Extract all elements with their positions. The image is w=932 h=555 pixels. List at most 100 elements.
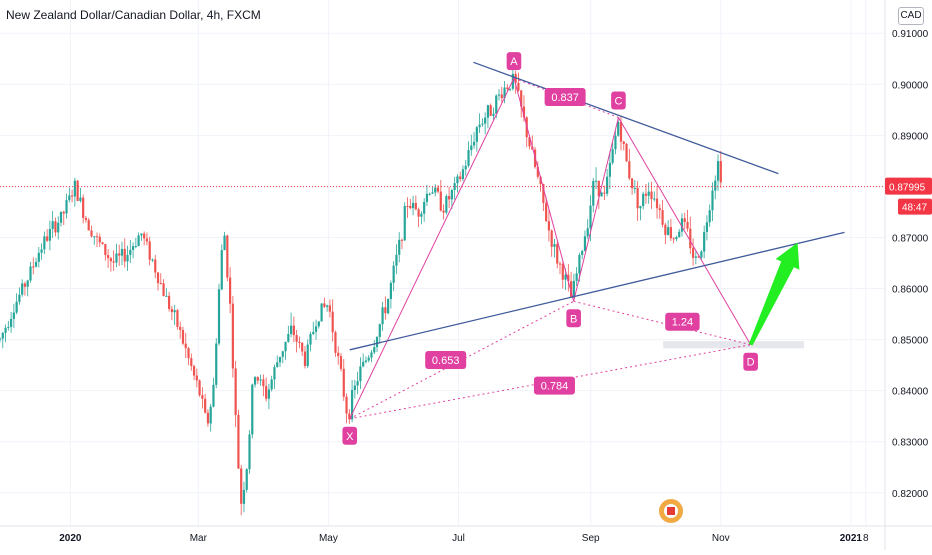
candle-body (528, 137, 531, 147)
candle-body (719, 161, 722, 183)
time-tick-label: Mar (190, 533, 208, 544)
candle-body (506, 87, 509, 89)
candle-body (472, 141, 476, 146)
price-axis[interactable]: 0.910000.900000.890000.880000.870000.860… (884, 0, 932, 550)
candle-body (251, 384, 254, 435)
candle-body (267, 389, 271, 399)
logo-flag (667, 507, 675, 515)
time-tick-label: 2020 (59, 533, 82, 544)
candle-body (179, 326, 182, 330)
last-price-tag (885, 177, 932, 195)
candle-body (375, 336, 379, 348)
candle-body (522, 106, 526, 118)
candle-body (691, 248, 695, 258)
candle-body (678, 231, 681, 238)
candle-body (553, 244, 556, 247)
candle-body (431, 192, 434, 194)
candle-body (353, 385, 356, 391)
time-axis[interactable]: 2020 Mar May Jul Sep Nov 2021 8 (0, 525, 932, 544)
candle-body (644, 193, 648, 196)
candle-body (395, 254, 398, 266)
candle-body (428, 193, 431, 195)
candle-body (309, 334, 312, 345)
point-label-d: D (747, 357, 755, 369)
candle-body (229, 277, 232, 304)
candle-body (118, 253, 121, 256)
candle-body (442, 210, 445, 213)
ratio-label: 1.24 (672, 317, 693, 329)
candle-body (425, 193, 429, 202)
candle-body (448, 196, 451, 200)
candle-body (364, 360, 368, 362)
candle-body (295, 335, 298, 342)
candle-body (459, 176, 462, 180)
trendlines (349, 61, 845, 351)
candle-body (461, 169, 465, 180)
candle-body (470, 145, 473, 151)
candle-body (581, 251, 584, 255)
candle-body (101, 242, 104, 245)
candle-body (120, 248, 124, 256)
tradingview-logo-icon (659, 499, 683, 523)
last-price-text: 0.87995 (889, 183, 926, 194)
candle-body (622, 141, 625, 145)
candle-body (32, 266, 35, 268)
countdown-text: 48:47 (902, 203, 927, 214)
candle-body (217, 289, 221, 344)
candle-body (664, 224, 667, 235)
candle-body (190, 358, 193, 367)
candle-body (636, 187, 639, 209)
candle-body (647, 191, 650, 196)
candle-body (123, 248, 126, 262)
candle-body (392, 265, 395, 283)
price-tick-label: 0.89000 (892, 131, 929, 142)
candle-body (378, 324, 381, 337)
candle-body (381, 307, 384, 325)
candle-body (231, 303, 234, 369)
price-tick-label: 0.83000 (892, 438, 929, 449)
candle-body (337, 352, 340, 357)
candle-body (26, 280, 29, 287)
grid (0, 0, 885, 526)
candle-body (342, 368, 345, 397)
candle-body (23, 283, 27, 287)
candle-body (187, 348, 190, 359)
candle-body (520, 90, 523, 107)
pattern-leg-CD (618, 117, 752, 345)
candle-body (716, 161, 720, 181)
candle-body (708, 210, 711, 223)
candle-body (223, 235, 226, 251)
candle-body (148, 241, 151, 260)
candle-body (159, 283, 162, 285)
candle-body (98, 236, 101, 243)
chart-title: New Zealand Dollar/Canadian Dollar, 4h, … (6, 8, 261, 22)
candle-body (140, 233, 143, 236)
candle-body (603, 192, 606, 194)
candle-body (564, 274, 567, 280)
candle-body (70, 195, 74, 197)
candle-body (398, 239, 401, 255)
candle-body (600, 192, 603, 197)
price-tick-label: 0.91000 (892, 29, 929, 40)
candle-body (226, 235, 229, 278)
candle-body (104, 244, 107, 256)
candle-body (326, 305, 329, 307)
candle-body (234, 368, 237, 415)
candle-body (456, 176, 459, 184)
point-label-d-bg (743, 352, 758, 371)
candle-body (43, 236, 46, 250)
candle-body (281, 351, 284, 357)
candle-body (450, 190, 453, 200)
candle-body (151, 259, 154, 261)
bullish-arrow-icon (748, 242, 800, 346)
candle-body (661, 210, 664, 225)
candle-body (545, 202, 548, 222)
candle-body (201, 395, 204, 399)
candle-body (655, 198, 659, 209)
currency-button[interactable]: CAD (898, 7, 924, 25)
candle-body (9, 318, 13, 327)
candle-body (409, 205, 412, 209)
candle-body (387, 298, 390, 314)
